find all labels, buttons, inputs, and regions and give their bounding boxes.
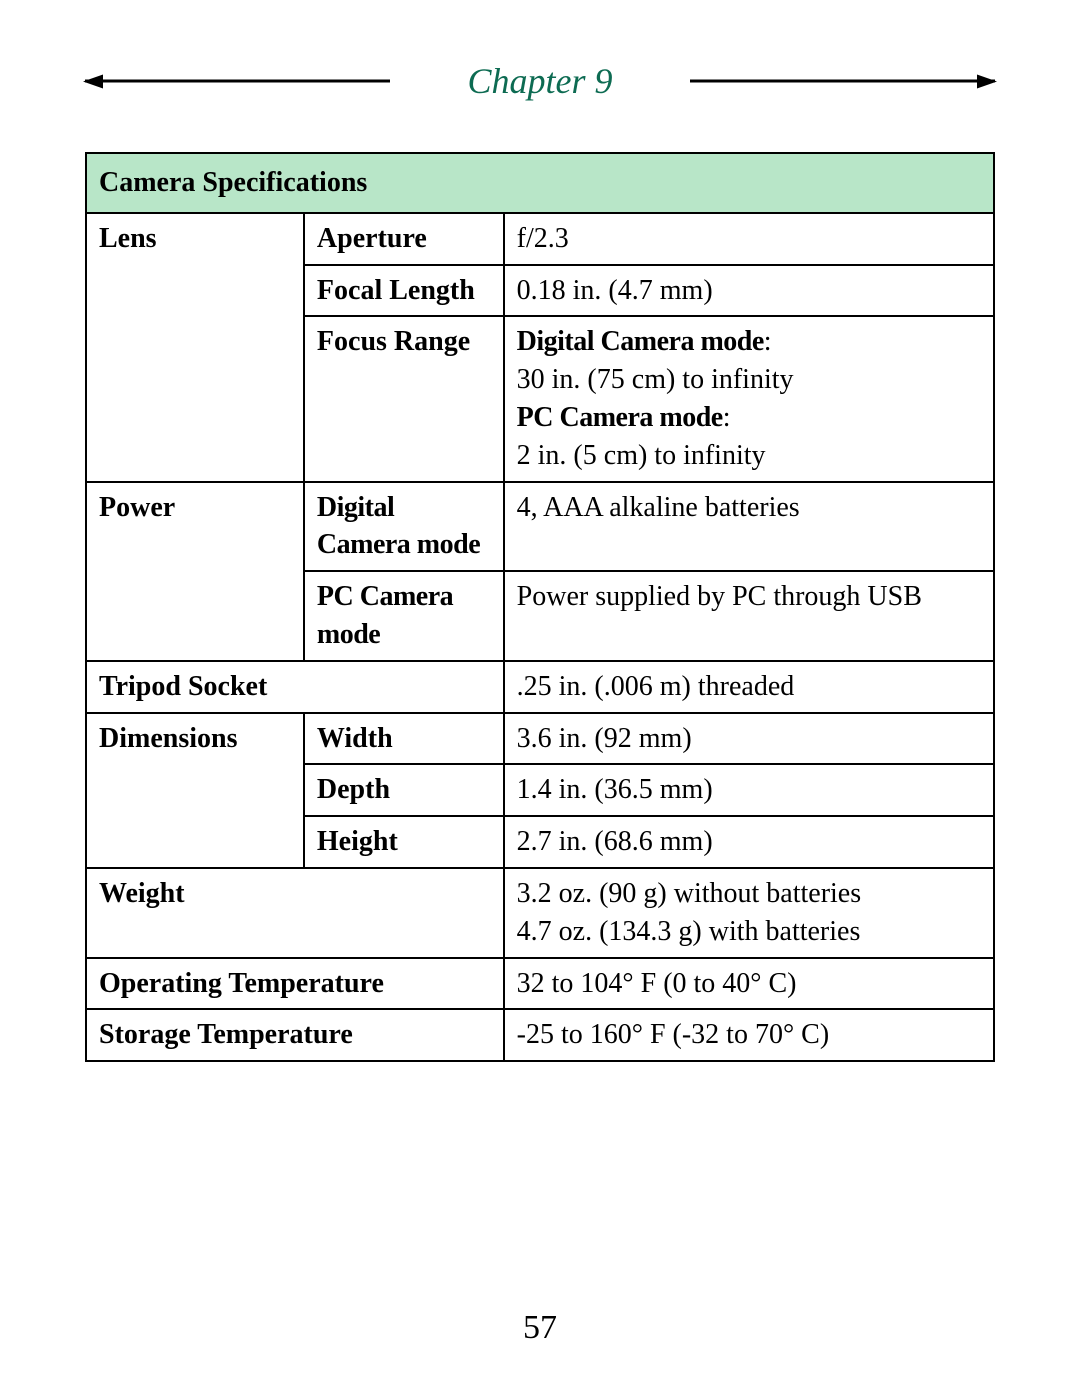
table-title-row: Camera Specifications	[86, 153, 994, 213]
operating-temp-value: 32 to 104° F (0 to 40° C)	[504, 958, 994, 1010]
table-row: Dimensions Width 3.6 in. (92 mm)	[86, 713, 994, 765]
focus-range-label: Focus Range	[304, 316, 504, 481]
height-value: 2.7 in. (68.6 mm)	[504, 816, 994, 868]
focus-range-value: Digital Camera mode: 30 in. (75 cm) to i…	[504, 316, 994, 481]
width-label: Width	[304, 713, 504, 765]
power-pc-value: Power supplied by PC through USB	[504, 571, 994, 661]
weight-value: 3.2 oz. (90 g) without batteries 4.7 oz.…	[504, 868, 994, 958]
chapter-header: Chapter 9	[85, 60, 995, 102]
focus-pc-value: 2 in. (5 cm) to infinity	[517, 440, 766, 471]
storage-temp-label: Storage Temperature	[86, 1009, 504, 1061]
table-row: Operating Temperature 32 to 104° F (0 to…	[86, 958, 994, 1010]
lens-label: Lens	[86, 213, 304, 482]
focal-length-label: Focal Length	[304, 265, 504, 317]
arrow-right-icon	[690, 80, 995, 83]
dimensions-label: Dimensions	[86, 713, 304, 868]
table-row: Power Digital Camera mode 4, AAA alkalin…	[86, 482, 994, 572]
arrow-left-icon	[85, 80, 390, 83]
focus-pc-label: PC Camera mode	[517, 402, 723, 433]
table-row: Lens Aperture f/2.3	[86, 213, 994, 265]
table-row: Weight 3.2 oz. (90 g) without batteries …	[86, 868, 994, 958]
width-value: 3.6 in. (92 mm)	[504, 713, 994, 765]
operating-temp-label: Operating Temperature	[86, 958, 504, 1010]
table-row: Tripod Socket .25 in. (.006 m) threaded	[86, 661, 994, 713]
power-pc-label: PC Camera mode	[304, 571, 504, 661]
height-label: Height	[304, 816, 504, 868]
depth-value: 1.4 in. (36.5 mm)	[504, 764, 994, 816]
depth-label: Depth	[304, 764, 504, 816]
weight-label: Weight	[86, 868, 504, 958]
tripod-label: Tripod Socket	[86, 661, 504, 713]
focus-digital-label: Digital Camera mode	[517, 326, 764, 357]
aperture-label: Aperture	[304, 213, 504, 265]
specifications-table: Camera Specifications Lens Aperture f/2.…	[85, 152, 995, 1062]
table-title: Camera Specifications	[86, 153, 994, 213]
aperture-value: f/2.3	[504, 213, 994, 265]
power-label: Power	[86, 482, 304, 661]
page-number: 57	[523, 1309, 557, 1347]
focal-length-value: 0.18 in. (4.7 mm)	[504, 265, 994, 317]
power-digital-label: Digital Camera mode	[304, 482, 504, 572]
storage-temp-value: -25 to 160° F (-32 to 70° C)	[504, 1009, 994, 1061]
tripod-value: .25 in. (.006 m) threaded	[504, 661, 994, 713]
power-digital-value: 4, AAA alkaline batteries	[504, 482, 994, 572]
chapter-title: Chapter 9	[447, 60, 632, 102]
focus-digital-value: 30 in. (75 cm) to infinity	[517, 364, 794, 395]
weight-line2: 4.7 oz. (134.3 g) with batteries	[517, 916, 861, 947]
table-row: Storage Temperature -25 to 160° F (-32 t…	[86, 1009, 994, 1061]
weight-line1: 3.2 oz. (90 g) without batteries	[517, 878, 861, 909]
